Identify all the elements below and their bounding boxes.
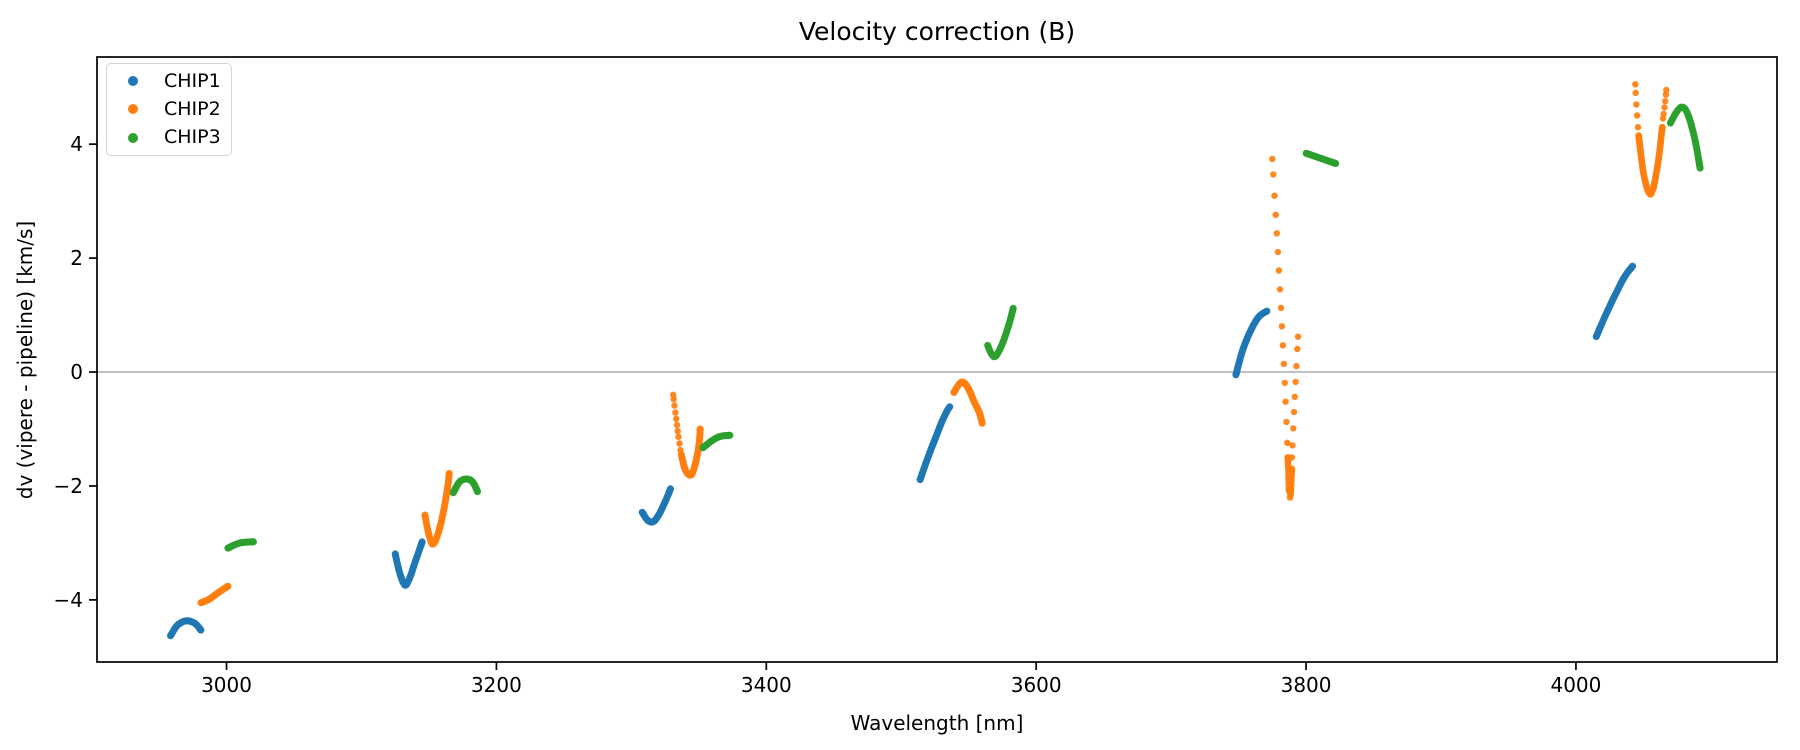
series-CHIP1-segment [1592, 262, 1637, 341]
legend-item-chip1: CHIP1 [107, 69, 231, 92]
legend-marker-chip3-icon [128, 132, 138, 143]
x-tick-label: 3200 [471, 673, 522, 697]
legend-label-chip2: CHIP2 [164, 97, 221, 120]
series-CHIP1-segment [638, 485, 674, 526]
series-CHIP2-segment [670, 391, 685, 458]
series-CHIP2-segment [1632, 81, 1642, 139]
series-CHIP3-segment [984, 304, 1017, 361]
legend-marker-chip1-icon [128, 76, 138, 87]
series-CHIP2-segment [197, 582, 232, 607]
y-tick-label: −2 [54, 474, 83, 498]
series-CHIP2-segment [1288, 333, 1302, 461]
x-tick-label: 3000 [201, 673, 252, 697]
series-CHIP2-segment [421, 469, 453, 548]
x-tick-label: 4000 [1550, 673, 1601, 697]
legend-item-chip2: CHIP2 [107, 97, 231, 120]
chart-title: Velocity correction (B) [798, 17, 1076, 46]
series-CHIP3-segment [699, 431, 734, 452]
series-CHIP2-segment [1284, 454, 1296, 501]
series-CHIP1-segment [916, 403, 954, 484]
plot-border [96, 56, 1778, 663]
x-tick-label: 3400 [741, 673, 792, 697]
series-CHIP2-segment [1659, 86, 1670, 122]
legend-label-chip1: CHIP1 [164, 69, 221, 92]
series-CHIP2-segment [1635, 123, 1666, 198]
series-CHIP3-segment [1666, 103, 1704, 172]
x-tick-label: 3600 [1011, 673, 1062, 697]
y-tick-label: 4 [70, 132, 83, 156]
series-CHIP2 [197, 81, 1670, 607]
x-tick-label: 3800 [1281, 673, 1332, 697]
y-axis-label: dv (vipere - pipeline) [km/s] [13, 220, 37, 500]
series-CHIP1 [167, 262, 1637, 640]
series-CHIP3-segment [224, 538, 257, 552]
x-axis-label: Wavelength [nm] [850, 711, 1024, 735]
series-CHIP3 [224, 103, 1704, 552]
legend-marker-chip2-icon [128, 104, 138, 115]
y-tick-label: 0 [70, 360, 83, 384]
y-tick-label: 2 [70, 246, 83, 270]
legend-label-chip3: CHIP3 [164, 126, 221, 149]
legend: CHIP1 CHIP2 CHIP3 [106, 63, 232, 156]
series-CHIP3-segment [449, 475, 481, 497]
legend-item-chip3: CHIP3 [107, 128, 231, 147]
series-CHIP2-segment [1269, 155, 1292, 461]
series-CHIP3-segment [1302, 149, 1340, 167]
series-CHIP1-segment [391, 538, 426, 589]
series-CHIP1-segment [1232, 307, 1271, 379]
series-CHIP2-segment [677, 425, 704, 479]
y-tick-label: −4 [54, 588, 83, 612]
series-CHIP1-segment [167, 617, 205, 640]
series-CHIP2-segment [950, 378, 986, 427]
